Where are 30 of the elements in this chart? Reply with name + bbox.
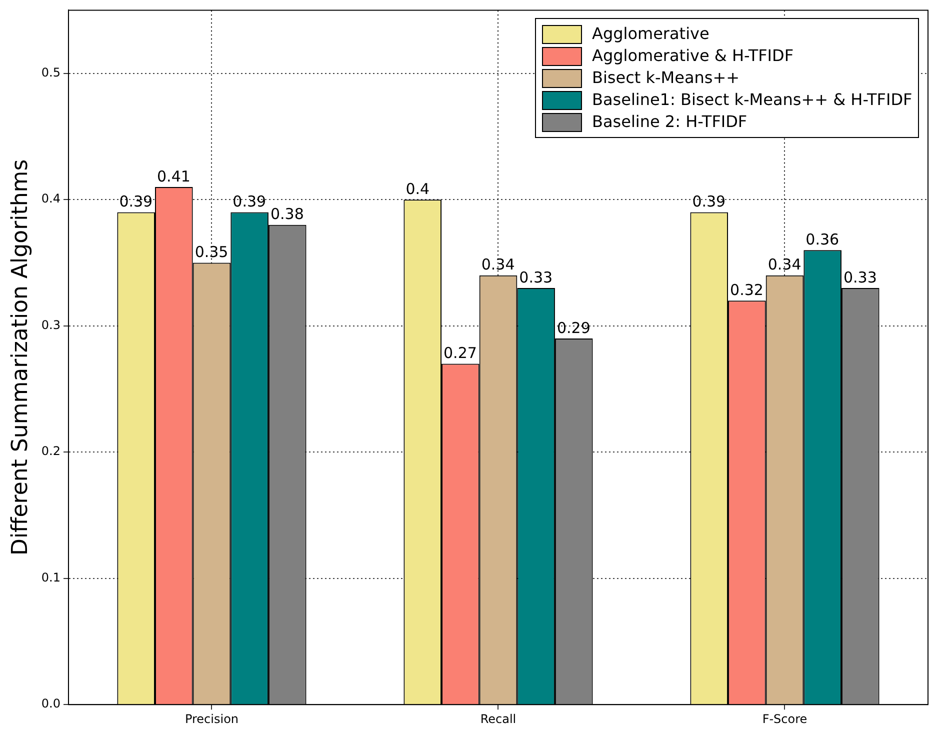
- y-tick-label: 0.0: [41, 696, 60, 711]
- data-label: 0.27: [444, 344, 477, 362]
- data-label: 0.29: [556, 318, 590, 337]
- data-label: 0.39: [692, 192, 726, 211]
- x-tick-label: Recall: [480, 712, 516, 726]
- x-tick-label: F-Score: [762, 712, 808, 726]
- data-label: 0.32: [730, 280, 764, 299]
- data-label: 0.41: [157, 167, 190, 186]
- data-label: 0.38: [270, 205, 304, 224]
- legend-label: Agglomerative & H-TFIDF: [592, 45, 794, 68]
- y-tick-label: 0.2: [41, 444, 60, 458]
- y-tick-label: 0.4: [41, 192, 60, 206]
- data-label: 0.35: [194, 243, 228, 262]
- data-label: 0.39: [119, 192, 153, 211]
- data-label: 0.36: [806, 230, 840, 248]
- legend-label: Baseline 2: H-TFIDF: [592, 111, 748, 134]
- y-tick-label: 0.1: [41, 570, 60, 584]
- legend-label: Agglomerative: [592, 23, 710, 46]
- data-label: 0.34: [481, 256, 515, 274]
- data-label: 0.34: [768, 256, 802, 274]
- data-label: 0.33: [843, 268, 877, 286]
- data-label: 0.39: [232, 192, 266, 211]
- y-axis-title: Different Summarization Algorithms: [8, 159, 33, 556]
- y-tick-label: 0.5: [41, 65, 60, 80]
- data-label: 0.4: [406, 180, 430, 198]
- data-label: 0.33: [519, 268, 553, 286]
- x-tick-label: Precision: [184, 712, 239, 726]
- y-tick-label: 0.3: [41, 318, 60, 332]
- legend-label: Bisect k-Means++: [592, 67, 740, 90]
- legend-label: Baseline1: Bisect k-Means++ & H-TFIDF: [592, 89, 912, 112]
